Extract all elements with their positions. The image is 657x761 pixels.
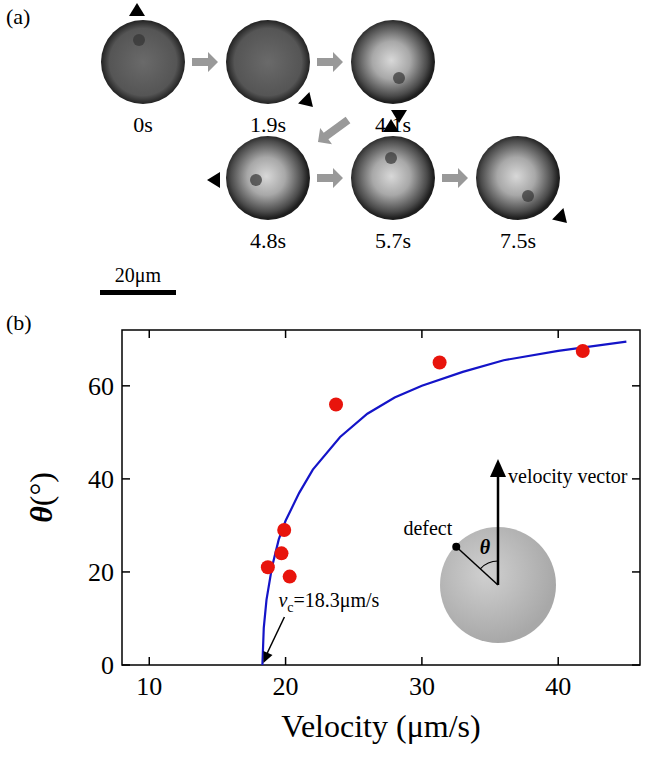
x-tick-label: 30 [409,672,435,701]
droplet-image [226,136,310,220]
panel-letter: (a) [6,4,30,29]
marker-arrowhead [298,92,319,113]
time-label: 0s [133,112,153,137]
inset-velocity-arrow [497,475,500,585]
x-tick [285,657,287,665]
panel-letter: (b) [6,310,32,335]
figure: (a) 0s 1.9s 4.1s 4.8s 5.7s 7.5s 20μm (b) 10 20 30 40… [0,0,657,761]
time-label: 5.7s [375,228,411,253]
time-label: 4.1s [375,112,411,137]
annotation-arrowhead [259,651,273,665]
x-tick [149,657,151,665]
y-tick [122,385,130,387]
sequence-arrow [317,168,343,188]
x-tick [285,330,287,338]
x-tick [421,330,423,338]
inset-label: θ [480,536,491,558]
droplet-image [351,20,435,104]
droplet-image [351,136,435,220]
x-tick [557,330,559,338]
data-point [283,570,297,584]
marker-arrowhead [552,208,573,229]
inset-angle-arc [480,561,498,569]
y-tick [122,571,130,573]
droplet-image [101,20,185,104]
y-tick [632,478,640,480]
sequence-arrow [312,112,354,150]
x-tick-label: 10 [136,672,162,701]
inset-label: defect [403,517,452,539]
sequence-arrow [442,168,468,188]
annotation-text: =18.3μm/s [294,589,380,612]
y-axis-title: θ(°) [23,472,59,523]
inset-arrowhead [490,459,506,477]
data-point [433,356,447,370]
y-tick [122,478,130,480]
marker-arrowhead [383,119,399,132]
droplet-image [226,20,310,104]
y-tick-label: 0 [101,651,114,680]
y-tick-label: 20 [88,558,114,587]
y-axis-symbol: θ [23,506,59,523]
marker-arrowhead [207,172,220,188]
data-point [576,344,590,358]
x-tick [557,657,559,665]
data-point [261,560,275,574]
y-tick [632,385,640,387]
x-axis-title: Velocity (μm/s) [281,708,480,744]
annotation-symbol: v [278,589,287,611]
sequence-arrow [192,52,218,72]
y-tick [632,664,640,666]
y-tick-label: 40 [88,465,114,494]
inset-defect-dot [452,543,460,551]
plot-area [261,342,627,665]
data-point [274,546,288,560]
y-axis-unit: (°) [23,472,59,506]
marker-arrowhead [129,3,145,16]
y-tick-label: 60 [88,372,114,401]
defect-spot [393,72,405,84]
inset-label: velocity vector [508,465,628,488]
x-tick [421,657,423,665]
scale-bar-label: 20μm [115,264,162,287]
droplet-image [476,136,560,220]
data-point [329,397,343,411]
inset-defect-line [456,547,498,585]
data-point [277,523,291,537]
time-label: 7.5s [500,228,536,253]
y-tick [632,571,640,573]
defect-spot [385,152,397,164]
x-tick [149,330,151,338]
sequence-arrow [317,52,343,72]
time-label: 4.8s [250,228,286,253]
plot-frame [122,330,640,665]
x-tick-label: 40 [545,672,571,701]
scale-bar [100,290,176,295]
annotation: vc=18.3μm/s [278,589,379,615]
y-tick [122,664,130,666]
defect-spot [133,34,145,46]
x-tick-label: 20 [273,672,299,701]
annotation-arrow [264,617,284,659]
time-label: 1.9s [250,112,286,137]
fit-curve [262,342,626,665]
defect-spot [250,174,262,186]
defect-spot [522,190,534,202]
